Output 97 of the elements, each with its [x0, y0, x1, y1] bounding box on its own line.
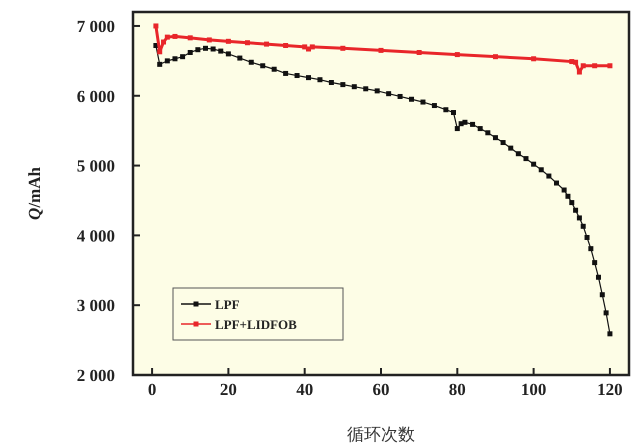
point	[248, 60, 254, 65]
x-tick-label: 40	[296, 380, 314, 399]
point	[454, 126, 460, 132]
point	[573, 208, 578, 213]
point	[374, 88, 380, 94]
x-axis-title: 循环次数	[347, 425, 415, 444]
point	[202, 46, 208, 51]
x-tick-label: 60	[372, 380, 390, 399]
point	[443, 107, 448, 112]
point	[450, 110, 456, 116]
point	[283, 43, 288, 48]
point	[592, 260, 598, 266]
point	[153, 23, 158, 28]
point	[164, 34, 170, 40]
point	[226, 51, 231, 56]
point	[172, 56, 178, 62]
point	[531, 162, 536, 167]
point	[206, 37, 212, 42]
point	[485, 130, 490, 136]
point	[454, 52, 460, 58]
x-tick-label: 20	[220, 380, 237, 399]
y-tick-label: 5 000	[76, 156, 115, 176]
point	[546, 174, 552, 179]
y-axis-title: Q/mAh	[25, 166, 44, 220]
point	[416, 50, 422, 55]
point	[363, 86, 368, 92]
point	[260, 63, 266, 68]
point	[562, 188, 567, 193]
point	[508, 146, 514, 151]
point	[172, 34, 178, 39]
point	[596, 274, 601, 280]
point	[264, 42, 270, 47]
point	[565, 194, 570, 199]
point	[580, 224, 586, 229]
point	[398, 94, 403, 99]
point	[180, 54, 186, 60]
point	[492, 54, 498, 60]
x-tick-label: 100	[520, 380, 546, 399]
legend-label: LPF+LIDFOB	[215, 317, 298, 332]
point	[607, 63, 612, 68]
point	[604, 310, 609, 316]
x-tick-label: 120	[597, 380, 623, 399]
point	[340, 82, 346, 88]
point	[328, 80, 334, 86]
point	[600, 292, 605, 298]
point	[588, 246, 594, 252]
point	[244, 40, 250, 46]
point	[226, 38, 231, 44]
point	[492, 135, 498, 140]
x-tick-label: 0	[148, 380, 156, 399]
point	[516, 151, 521, 156]
point	[576, 215, 582, 220]
point	[161, 40, 166, 45]
point	[576, 70, 582, 75]
point	[306, 75, 312, 80]
point	[523, 156, 528, 162]
y-tick-label: 6 000	[76, 86, 115, 106]
point	[409, 96, 414, 102]
point	[157, 49, 162, 54]
point	[218, 48, 224, 54]
point	[283, 70, 288, 76]
point	[554, 180, 560, 186]
point	[478, 126, 483, 132]
point	[340, 46, 346, 51]
point	[294, 73, 300, 78]
point	[386, 91, 392, 96]
point	[607, 331, 612, 336]
point	[164, 58, 170, 64]
point	[470, 122, 476, 127]
point	[569, 200, 574, 206]
point	[352, 84, 357, 90]
point	[500, 140, 506, 146]
point	[188, 50, 193, 55]
point	[462, 120, 468, 125]
point	[592, 63, 598, 68]
point	[580, 63, 586, 68]
point	[272, 66, 277, 72]
point	[157, 62, 162, 67]
legend-label: LPF	[215, 297, 240, 312]
point	[531, 56, 536, 62]
point	[210, 46, 216, 52]
point	[573, 60, 578, 65]
y-tick-label: 3 000	[76, 296, 115, 316]
y-tick-label: 4 000	[76, 226, 115, 246]
point	[538, 167, 544, 172]
point	[420, 100, 426, 105]
point	[237, 56, 242, 61]
y-tick-label: 2 000	[76, 366, 115, 385]
x-tick-label: 80	[448, 380, 466, 399]
y-tick-label: 7 000	[76, 16, 115, 36]
point	[378, 48, 384, 53]
point	[584, 234, 590, 240]
point	[195, 47, 200, 52]
point	[310, 44, 315, 50]
point	[432, 103, 437, 108]
point	[188, 35, 193, 40]
point	[317, 77, 322, 82]
